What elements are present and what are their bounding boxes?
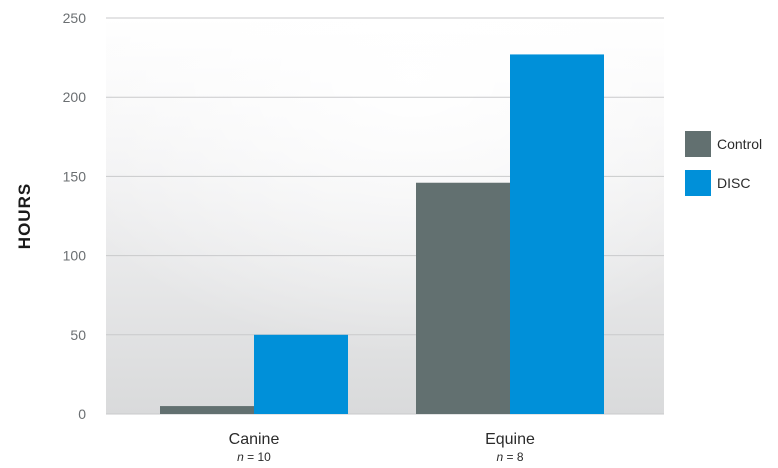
y-tick-label: 50 — [70, 327, 86, 343]
sample-size-value: = 8 — [503, 450, 524, 464]
bar-canine-control — [160, 406, 254, 414]
sample-size-value: = 10 — [244, 450, 271, 464]
y-tick-label: 250 — [63, 10, 87, 26]
y-tick-label: 100 — [63, 248, 87, 264]
x-category-label: Canine — [229, 431, 280, 448]
legend-swatch-control — [685, 131, 711, 157]
x-category-sample-size: n = 8 — [496, 450, 523, 464]
y-tick-label: 150 — [63, 168, 87, 184]
bar-equine-control — [416, 182, 510, 414]
legend-label-control: Control — [717, 136, 762, 152]
legend-swatch-disc — [685, 170, 711, 196]
sample-size-symbol: n — [237, 450, 244, 464]
bars — [160, 54, 604, 414]
bar-equine-disc — [510, 54, 604, 414]
x-category-sample-size: n = 10 — [237, 450, 271, 464]
x-category-label: Equine — [485, 431, 535, 448]
y-axis-ticks: 0 50 100 150 200 250 — [63, 10, 87, 422]
legend-label-disc: DISC — [717, 175, 750, 191]
y-tick-label: 0 — [78, 406, 86, 422]
x-axis-labels: Canine n = 10 Equine n = 8 — [229, 431, 535, 464]
y-axis-label: HOURS — [15, 183, 34, 249]
y-tick-label: 200 — [63, 89, 87, 105]
sample-size-symbol: n — [496, 450, 503, 464]
bar-canine-disc — [254, 334, 348, 414]
legend: Control DISC — [685, 131, 762, 196]
